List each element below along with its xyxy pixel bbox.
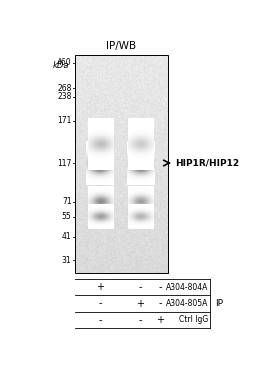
Text: -: - bbox=[99, 298, 102, 309]
Text: 238: 238 bbox=[57, 92, 71, 101]
Text: +: + bbox=[136, 298, 144, 309]
Text: IP/WB: IP/WB bbox=[106, 41, 136, 51]
Text: -: - bbox=[158, 282, 162, 292]
Text: 71: 71 bbox=[62, 197, 71, 206]
Text: -: - bbox=[139, 315, 142, 325]
Text: 55: 55 bbox=[62, 213, 71, 221]
Text: -: - bbox=[158, 298, 162, 309]
Text: +: + bbox=[96, 282, 104, 292]
Text: -: - bbox=[139, 282, 142, 292]
Text: kDa: kDa bbox=[53, 61, 69, 70]
Text: 31: 31 bbox=[62, 255, 71, 265]
Text: HIP1R/HIP12: HIP1R/HIP12 bbox=[175, 159, 240, 167]
Text: A304-805A: A304-805A bbox=[166, 299, 209, 308]
Text: 41: 41 bbox=[62, 232, 71, 241]
Text: 460: 460 bbox=[57, 58, 71, 67]
Text: 268: 268 bbox=[57, 84, 71, 93]
Text: 171: 171 bbox=[57, 116, 71, 125]
Text: -: - bbox=[99, 315, 102, 325]
Text: A304-804A: A304-804A bbox=[166, 283, 209, 292]
Text: IP: IP bbox=[215, 299, 223, 308]
Text: +: + bbox=[156, 315, 164, 325]
Text: Ctrl IgG: Ctrl IgG bbox=[179, 315, 209, 324]
Bar bbox=[75, 55, 168, 273]
Text: 117: 117 bbox=[57, 159, 71, 167]
